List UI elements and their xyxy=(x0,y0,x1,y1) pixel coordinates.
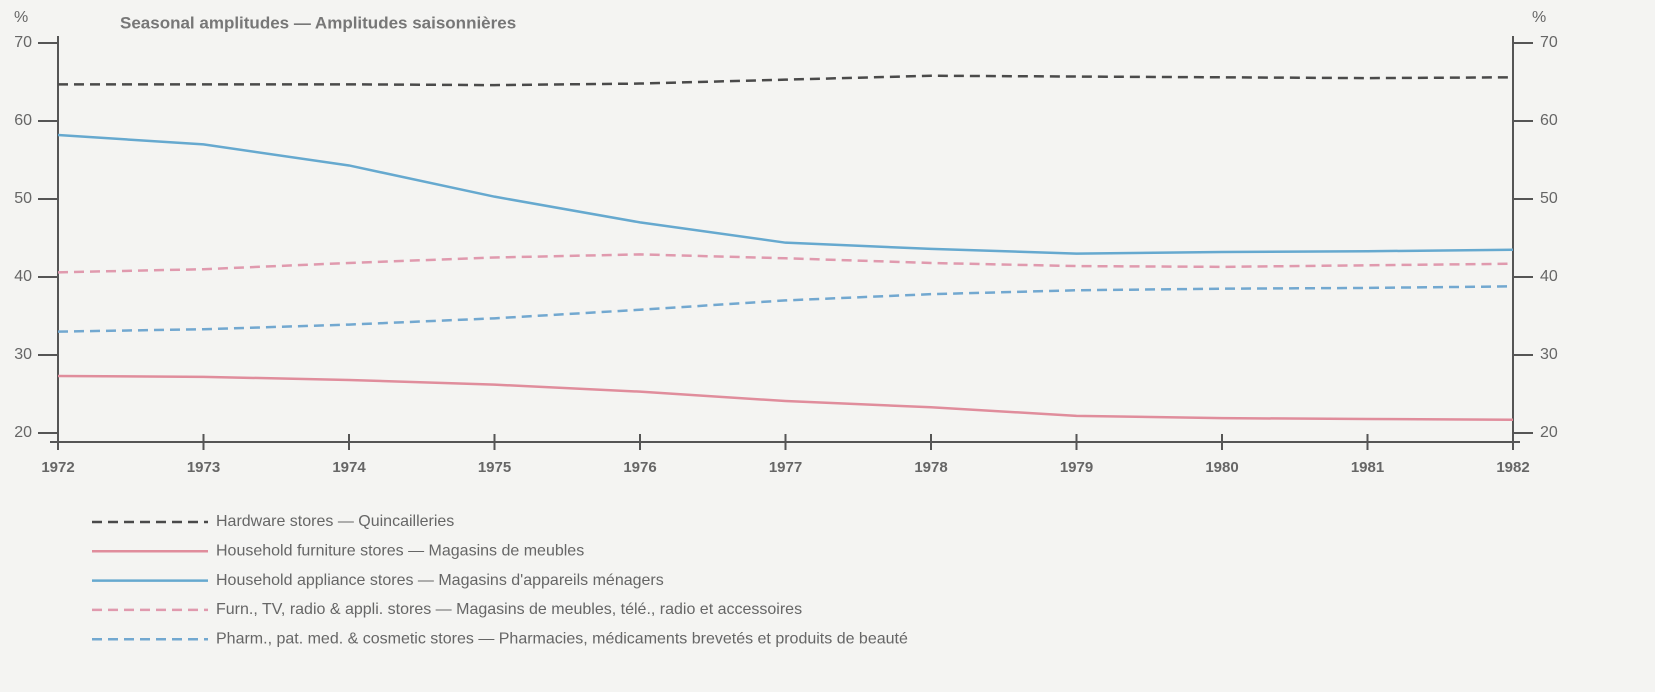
y-tick-label: 20 xyxy=(14,424,32,441)
x-tick-label: 1981 xyxy=(1351,459,1384,476)
y-axis-label: % xyxy=(14,9,28,26)
x-tick-label: 1976 xyxy=(623,459,656,476)
legend-label: Furn., TV, radio & appli. stores — Magas… xyxy=(216,601,802,618)
y2-tick-label: 60 xyxy=(1540,112,1558,129)
y-tick-label: 50 xyxy=(14,190,32,207)
x-tick-label: 1973 xyxy=(187,459,220,476)
y2-tick-label: 40 xyxy=(1540,268,1558,285)
x-tick-label: 1975 xyxy=(478,459,511,476)
y-tick-label: 60 xyxy=(14,112,32,129)
chart-title: Seasonal amplitudes — Amplitudes saisonn… xyxy=(120,13,516,32)
y2-tick-label: 50 xyxy=(1540,190,1558,207)
y2-tick-label: 30 xyxy=(1540,346,1558,363)
series-line xyxy=(57,285,1514,333)
legend-label: Household furniture stores — Magasins de… xyxy=(216,543,584,560)
y-tick-label: 70 xyxy=(14,34,32,51)
series-line xyxy=(57,374,1514,421)
legend-label: Hardware stores — Quincailleries xyxy=(216,513,454,530)
y2-tick-label: 20 xyxy=(1540,424,1558,441)
y-tick-label: 30 xyxy=(14,346,32,363)
y2-tick-label: 70 xyxy=(1540,34,1558,51)
x-tick-label: 1979 xyxy=(1060,459,1093,476)
x-tick-label: 1972 xyxy=(41,459,74,476)
x-tick-label: 1980 xyxy=(1205,459,1238,476)
x-tick-label: 1977 xyxy=(769,459,802,476)
y-tick-label: 40 xyxy=(14,268,32,285)
x-tick-label: 1982 xyxy=(1496,459,1529,476)
legend-label: Household appliance stores — Magasins d'… xyxy=(216,572,664,589)
series-line xyxy=(58,74,1514,87)
legend-label: Pharm., pat. med. & cosmetic stores — Ph… xyxy=(216,630,908,647)
series-line xyxy=(57,133,1514,255)
x-tick-label: 1974 xyxy=(332,459,366,476)
x-tick-label: 1978 xyxy=(914,459,947,476)
y2-axis-label: % xyxy=(1532,9,1546,26)
series-line xyxy=(57,253,1514,274)
